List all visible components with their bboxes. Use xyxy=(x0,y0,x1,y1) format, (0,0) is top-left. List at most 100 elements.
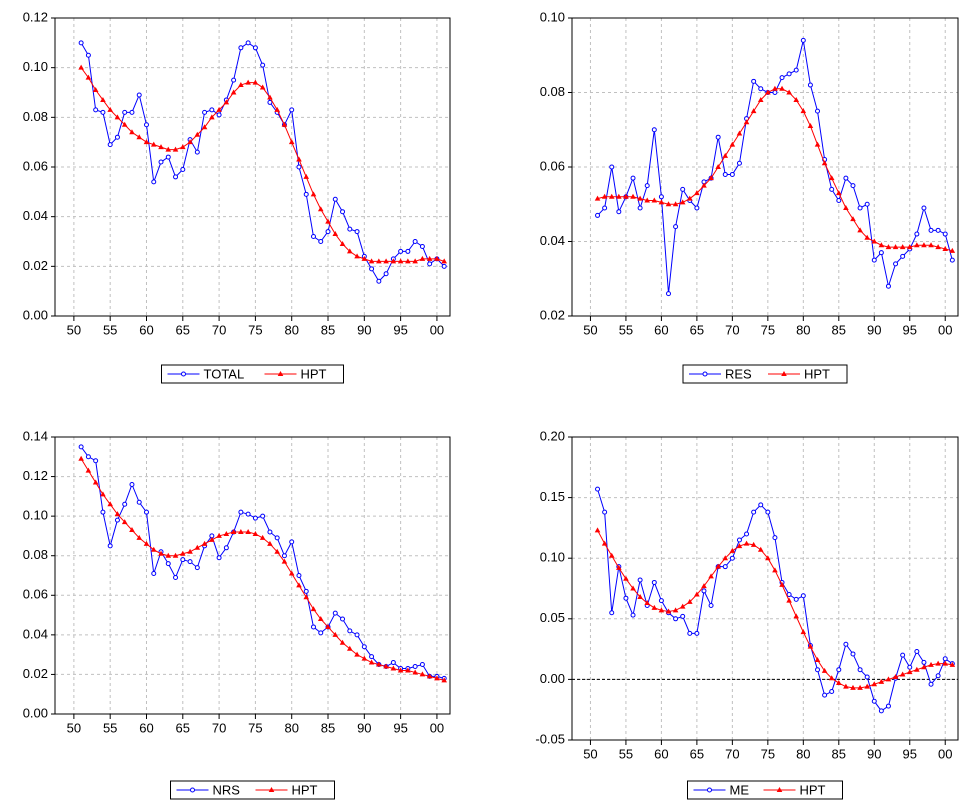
point xyxy=(602,509,608,515)
point xyxy=(361,644,367,650)
point xyxy=(921,659,927,665)
y-tick-label: 0.10 xyxy=(23,59,48,74)
x-tick-label: 55 xyxy=(619,322,633,337)
point xyxy=(843,641,849,647)
legend-label: NRS xyxy=(213,782,241,797)
point xyxy=(743,540,750,546)
point xyxy=(85,467,92,473)
point xyxy=(651,127,657,133)
x-tick-label: 70 xyxy=(212,322,226,337)
point xyxy=(346,248,353,254)
point xyxy=(616,209,622,215)
point xyxy=(310,624,316,630)
point xyxy=(715,164,721,169)
x-tick-label: 80 xyxy=(796,746,810,761)
legend-marker xyxy=(781,371,787,376)
point xyxy=(815,108,821,114)
plot-area xyxy=(55,18,450,316)
legend-marker xyxy=(181,371,186,377)
point xyxy=(194,149,200,155)
x-tick-label: 70 xyxy=(725,322,739,337)
y-tick-label: 0.20 xyxy=(540,428,565,443)
x-tick-label: 70 xyxy=(725,746,739,761)
point xyxy=(238,528,244,534)
point xyxy=(143,139,150,145)
point xyxy=(736,160,742,166)
point xyxy=(100,109,106,115)
point xyxy=(187,548,193,554)
point xyxy=(864,234,870,240)
point xyxy=(260,62,266,68)
legend-marker xyxy=(776,787,783,792)
point xyxy=(201,540,208,546)
point xyxy=(78,40,84,46)
point xyxy=(708,573,714,579)
point xyxy=(267,94,273,100)
point xyxy=(216,112,222,118)
point xyxy=(390,258,397,264)
point xyxy=(779,581,785,587)
point xyxy=(701,583,707,589)
point xyxy=(267,529,273,535)
point xyxy=(179,550,186,556)
point xyxy=(949,247,956,253)
point xyxy=(921,664,927,670)
point xyxy=(694,630,700,636)
point xyxy=(750,541,757,547)
point xyxy=(441,263,447,269)
point xyxy=(736,543,743,549)
point xyxy=(122,501,128,507)
point xyxy=(296,573,302,578)
point xyxy=(441,258,447,264)
point xyxy=(209,107,215,113)
point xyxy=(296,582,302,588)
point xyxy=(623,193,629,199)
point xyxy=(441,677,447,683)
point xyxy=(318,630,324,636)
point xyxy=(114,517,120,523)
point xyxy=(949,257,955,263)
point xyxy=(129,481,135,487)
x-tick-label: 75 xyxy=(248,322,262,337)
point xyxy=(397,258,404,264)
point xyxy=(187,559,193,565)
point xyxy=(836,198,842,204)
point xyxy=(793,96,800,102)
point xyxy=(419,243,425,249)
point xyxy=(807,123,814,129)
point xyxy=(136,534,143,540)
point xyxy=(601,193,608,199)
point xyxy=(829,689,835,695)
point xyxy=(209,114,215,120)
point xyxy=(708,175,714,181)
point xyxy=(274,106,280,112)
x-tick-label: 85 xyxy=(832,746,846,761)
point xyxy=(405,667,411,673)
y-tick-label: 0.00 xyxy=(540,671,565,686)
point xyxy=(786,597,792,603)
point xyxy=(136,134,143,140)
point xyxy=(173,574,179,580)
point xyxy=(151,179,157,185)
point xyxy=(281,121,288,127)
point xyxy=(419,662,425,668)
x-tick-label: 55 xyxy=(103,720,117,735)
point xyxy=(129,526,135,532)
point xyxy=(107,106,113,112)
point xyxy=(686,598,693,604)
legend-marker xyxy=(190,787,195,793)
point xyxy=(679,199,686,205)
point xyxy=(339,240,346,246)
point xyxy=(694,205,700,211)
point xyxy=(729,547,736,553)
x-tick-label: 95 xyxy=(393,720,407,735)
point xyxy=(772,535,778,541)
point xyxy=(822,692,828,698)
x-tick-label: 80 xyxy=(796,322,810,337)
y-tick-label: 0.02 xyxy=(540,307,565,322)
legend-label: HPT xyxy=(292,782,318,797)
point xyxy=(340,616,346,622)
point xyxy=(252,530,259,536)
point xyxy=(230,89,237,95)
